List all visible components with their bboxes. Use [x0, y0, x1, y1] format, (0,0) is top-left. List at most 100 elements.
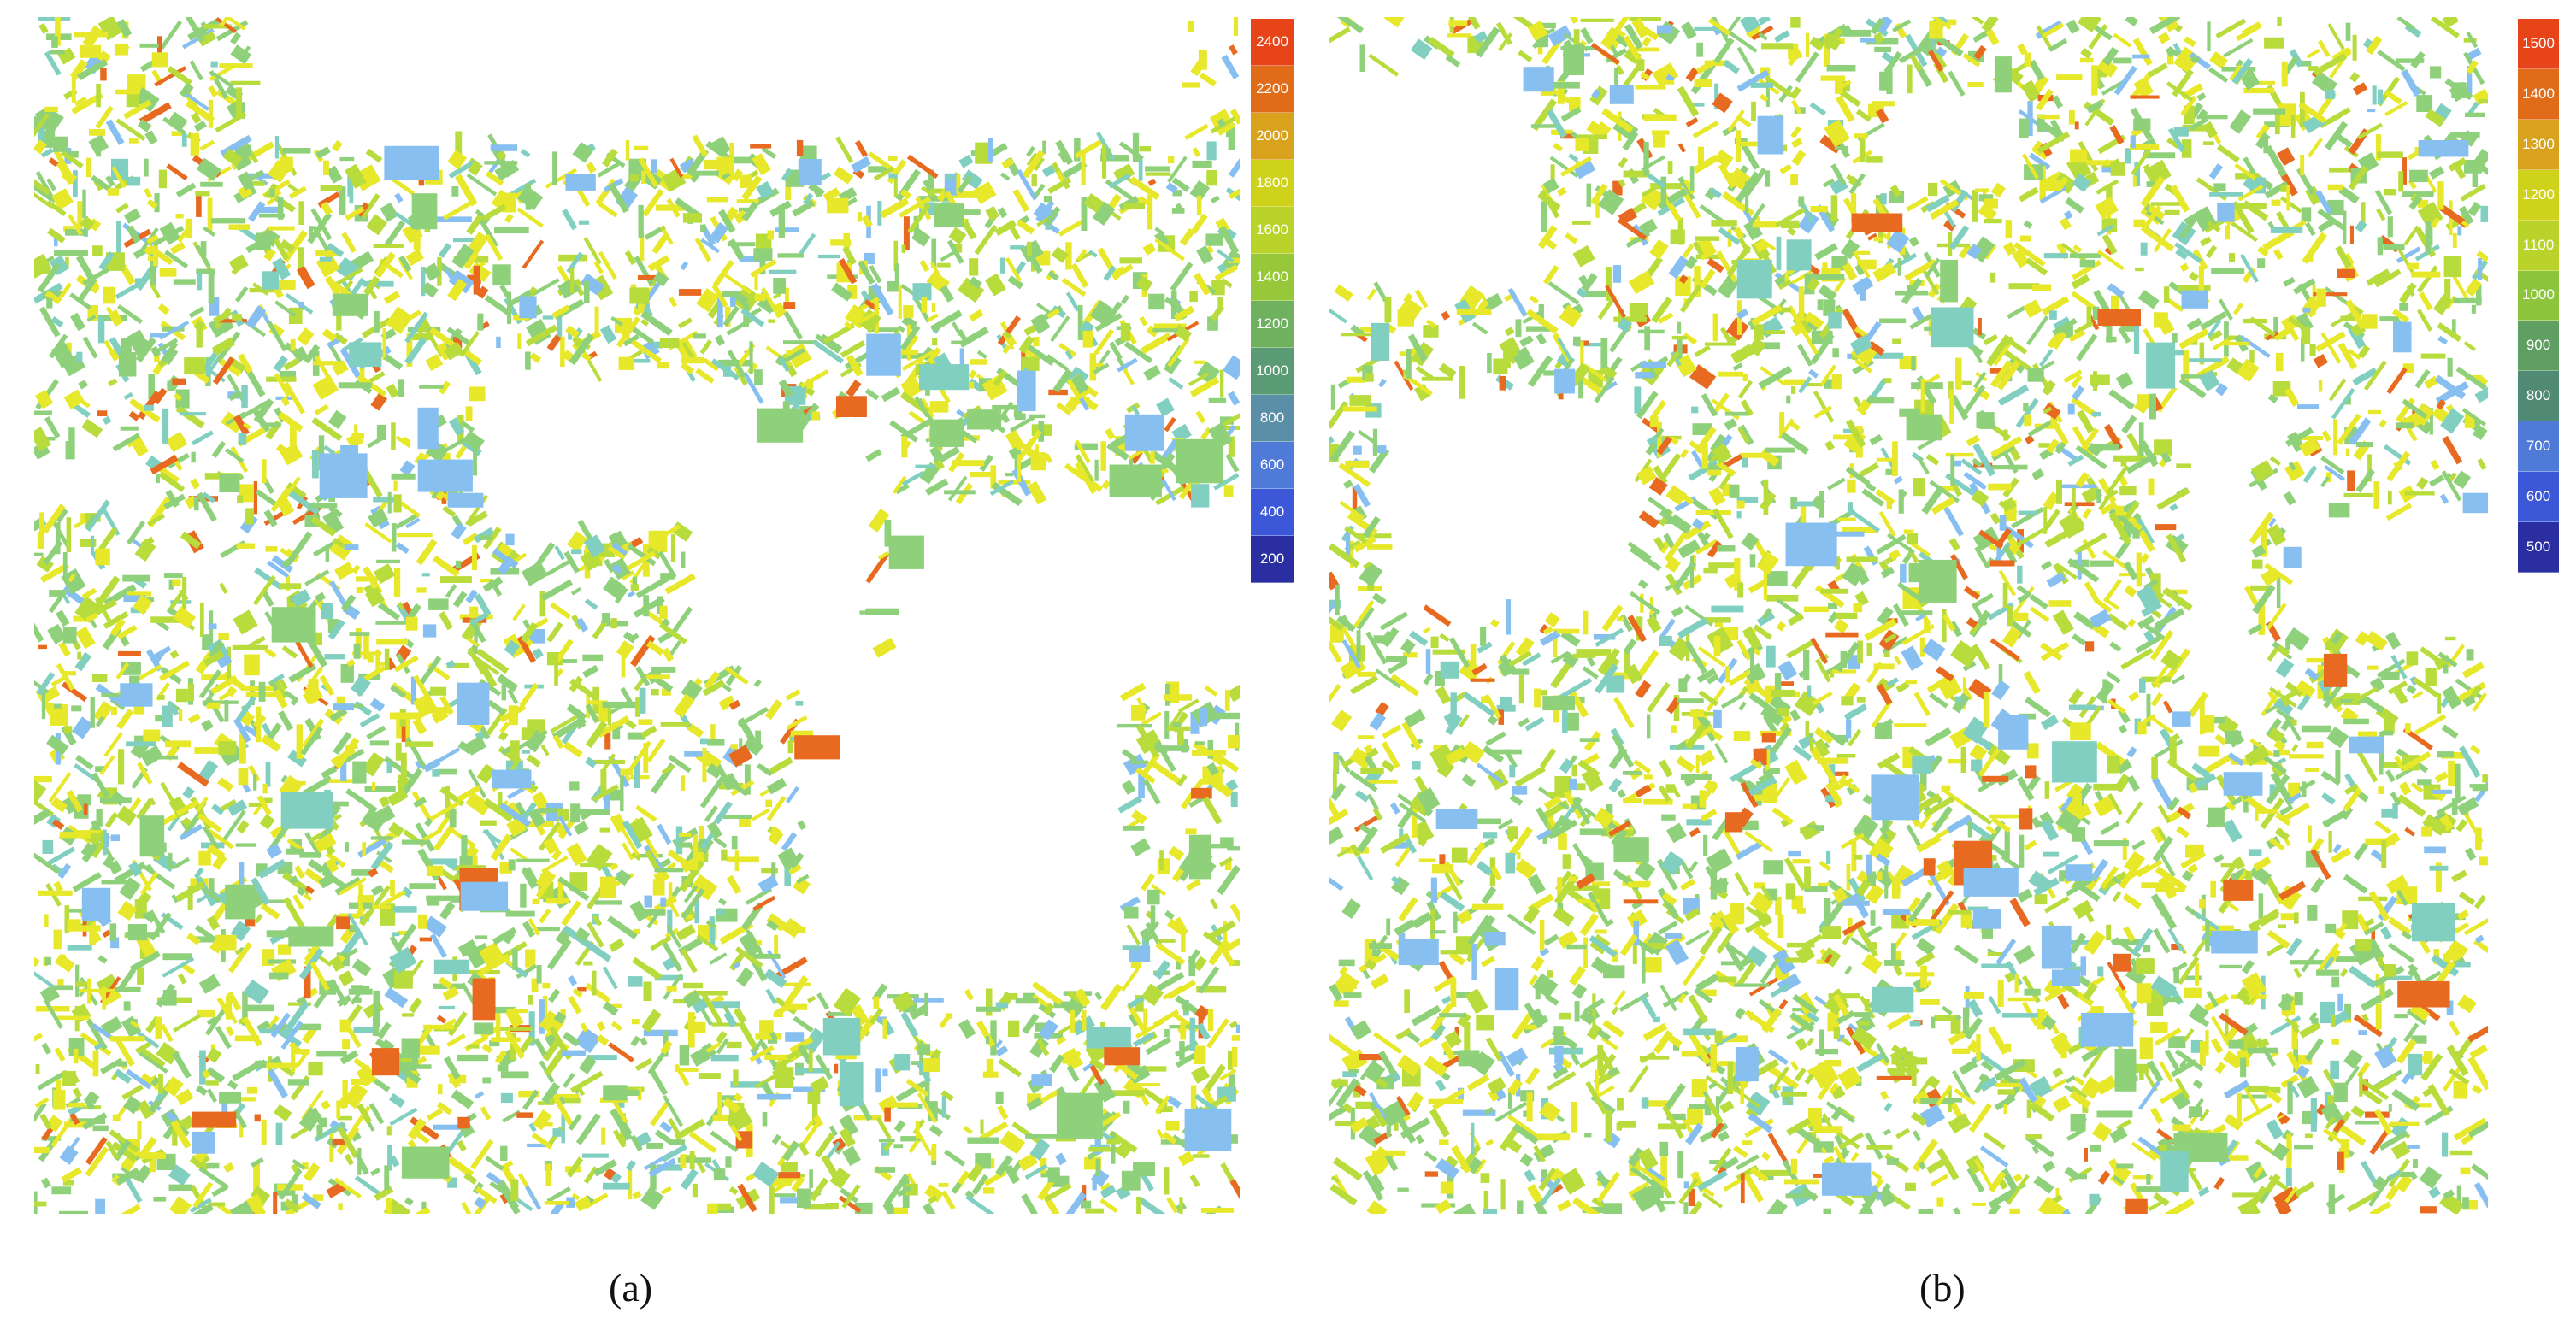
building-footprint	[34, 808, 51, 826]
building-footprint	[213, 309, 233, 325]
building-footprint	[1128, 449, 1145, 461]
building-footprint	[324, 654, 345, 660]
building-footprint	[256, 795, 272, 816]
building-footprint	[244, 1004, 274, 1012]
building-footprint	[577, 987, 587, 992]
building-footprint	[964, 989, 975, 1001]
building-footprint	[179, 589, 189, 602]
building-footprint	[561, 900, 582, 927]
building-footprint	[350, 674, 371, 697]
building-footprint	[301, 1192, 321, 1209]
building-footprint	[905, 1079, 929, 1098]
building-footprint	[522, 921, 536, 938]
building-footprint	[373, 244, 404, 248]
building-footprint	[818, 172, 832, 182]
building-footprint	[632, 956, 662, 980]
building-footprint	[678, 833, 692, 837]
building-footprint	[1424, 1171, 1438, 1177]
building-footprint	[528, 278, 560, 298]
building-footprint	[126, 591, 152, 597]
building-footprint	[1205, 233, 1223, 246]
building-footprint	[1857, 259, 1877, 270]
building-footprint	[621, 642, 626, 678]
building-footprint	[717, 209, 736, 233]
building-footprint	[65, 909, 91, 913]
building-footprint	[582, 664, 599, 679]
building-footprint	[38, 22, 49, 34]
building-footprint	[800, 1119, 822, 1147]
building-footprint	[438, 1005, 456, 1010]
building-footprint	[177, 973, 187, 985]
building-footprint	[372, 1016, 380, 1037]
building-footprint	[1897, 257, 1902, 276]
building-footprint	[2399, 1171, 2414, 1177]
building-footprint	[945, 1013, 952, 1019]
building-footprint	[287, 1002, 312, 1006]
building-footprint	[569, 872, 588, 891]
building-footprint	[963, 1125, 973, 1135]
building-footprint	[308, 1062, 323, 1076]
building-footprint	[766, 777, 787, 795]
building-footprint	[115, 986, 141, 992]
building-footprint	[269, 972, 289, 980]
building-footprint	[68, 573, 76, 583]
building-footprint	[1586, 183, 1592, 207]
building-footprint	[707, 739, 725, 746]
building-block	[565, 174, 596, 191]
building-footprint	[128, 410, 140, 421]
building-footprint	[1189, 1174, 1200, 1188]
building-footprint	[130, 951, 161, 972]
building-footprint	[38, 644, 47, 650]
building-footprint	[38, 306, 61, 338]
building-footprint	[277, 411, 304, 433]
building-footprint	[742, 371, 764, 404]
building-footprint	[117, 650, 141, 656]
building-footprint	[830, 239, 852, 246]
building-footprint	[1435, 1079, 1447, 1092]
building-footprint	[437, 216, 472, 222]
building-footprint	[1135, 724, 1159, 758]
building-footprint	[35, 1006, 70, 1012]
building-footprint	[401, 839, 427, 845]
building-footprint	[1035, 302, 1051, 315]
building-footprint	[296, 1023, 321, 1031]
building-footprint	[1075, 987, 1091, 1008]
building-footprint	[414, 451, 425, 464]
building-footprint	[620, 827, 640, 856]
building-footprint	[533, 1038, 547, 1056]
building-footprint	[430, 686, 447, 696]
building-footprint	[521, 561, 549, 586]
building-footprint	[56, 609, 70, 627]
building-footprint	[469, 386, 486, 402]
building-footprint	[266, 930, 296, 938]
building-footprint	[367, 436, 384, 449]
building-footprint	[465, 589, 478, 603]
building-footprint	[736, 199, 759, 203]
building-footprint	[539, 909, 551, 924]
building-footprint	[1206, 762, 1219, 776]
building-footprint	[424, 858, 458, 865]
building-footprint	[541, 855, 569, 874]
building-footprint	[1055, 170, 1065, 182]
building-footprint	[466, 214, 484, 235]
building-footprint	[389, 946, 417, 974]
building-footprint	[630, 174, 639, 182]
building-footprint	[356, 1064, 377, 1087]
building-footprint	[777, 847, 800, 871]
building-footprint	[880, 197, 910, 219]
building-footprint	[1227, 846, 1240, 851]
building-footprint	[112, 1204, 141, 1214]
building-footprint	[257, 858, 286, 880]
building-footprint	[419, 1045, 440, 1055]
building-footprint	[194, 747, 229, 754]
building-footprint	[153, 338, 179, 355]
building-footprint	[1341, 1048, 1368, 1074]
building-footprint	[86, 315, 97, 322]
building-footprint	[703, 357, 720, 372]
building-footprint	[741, 174, 763, 201]
building-footprint	[635, 804, 657, 822]
building-footprint	[52, 985, 73, 991]
building-footprint	[175, 799, 200, 816]
building-footprint	[419, 937, 432, 942]
building-footprint	[630, 1134, 643, 1152]
